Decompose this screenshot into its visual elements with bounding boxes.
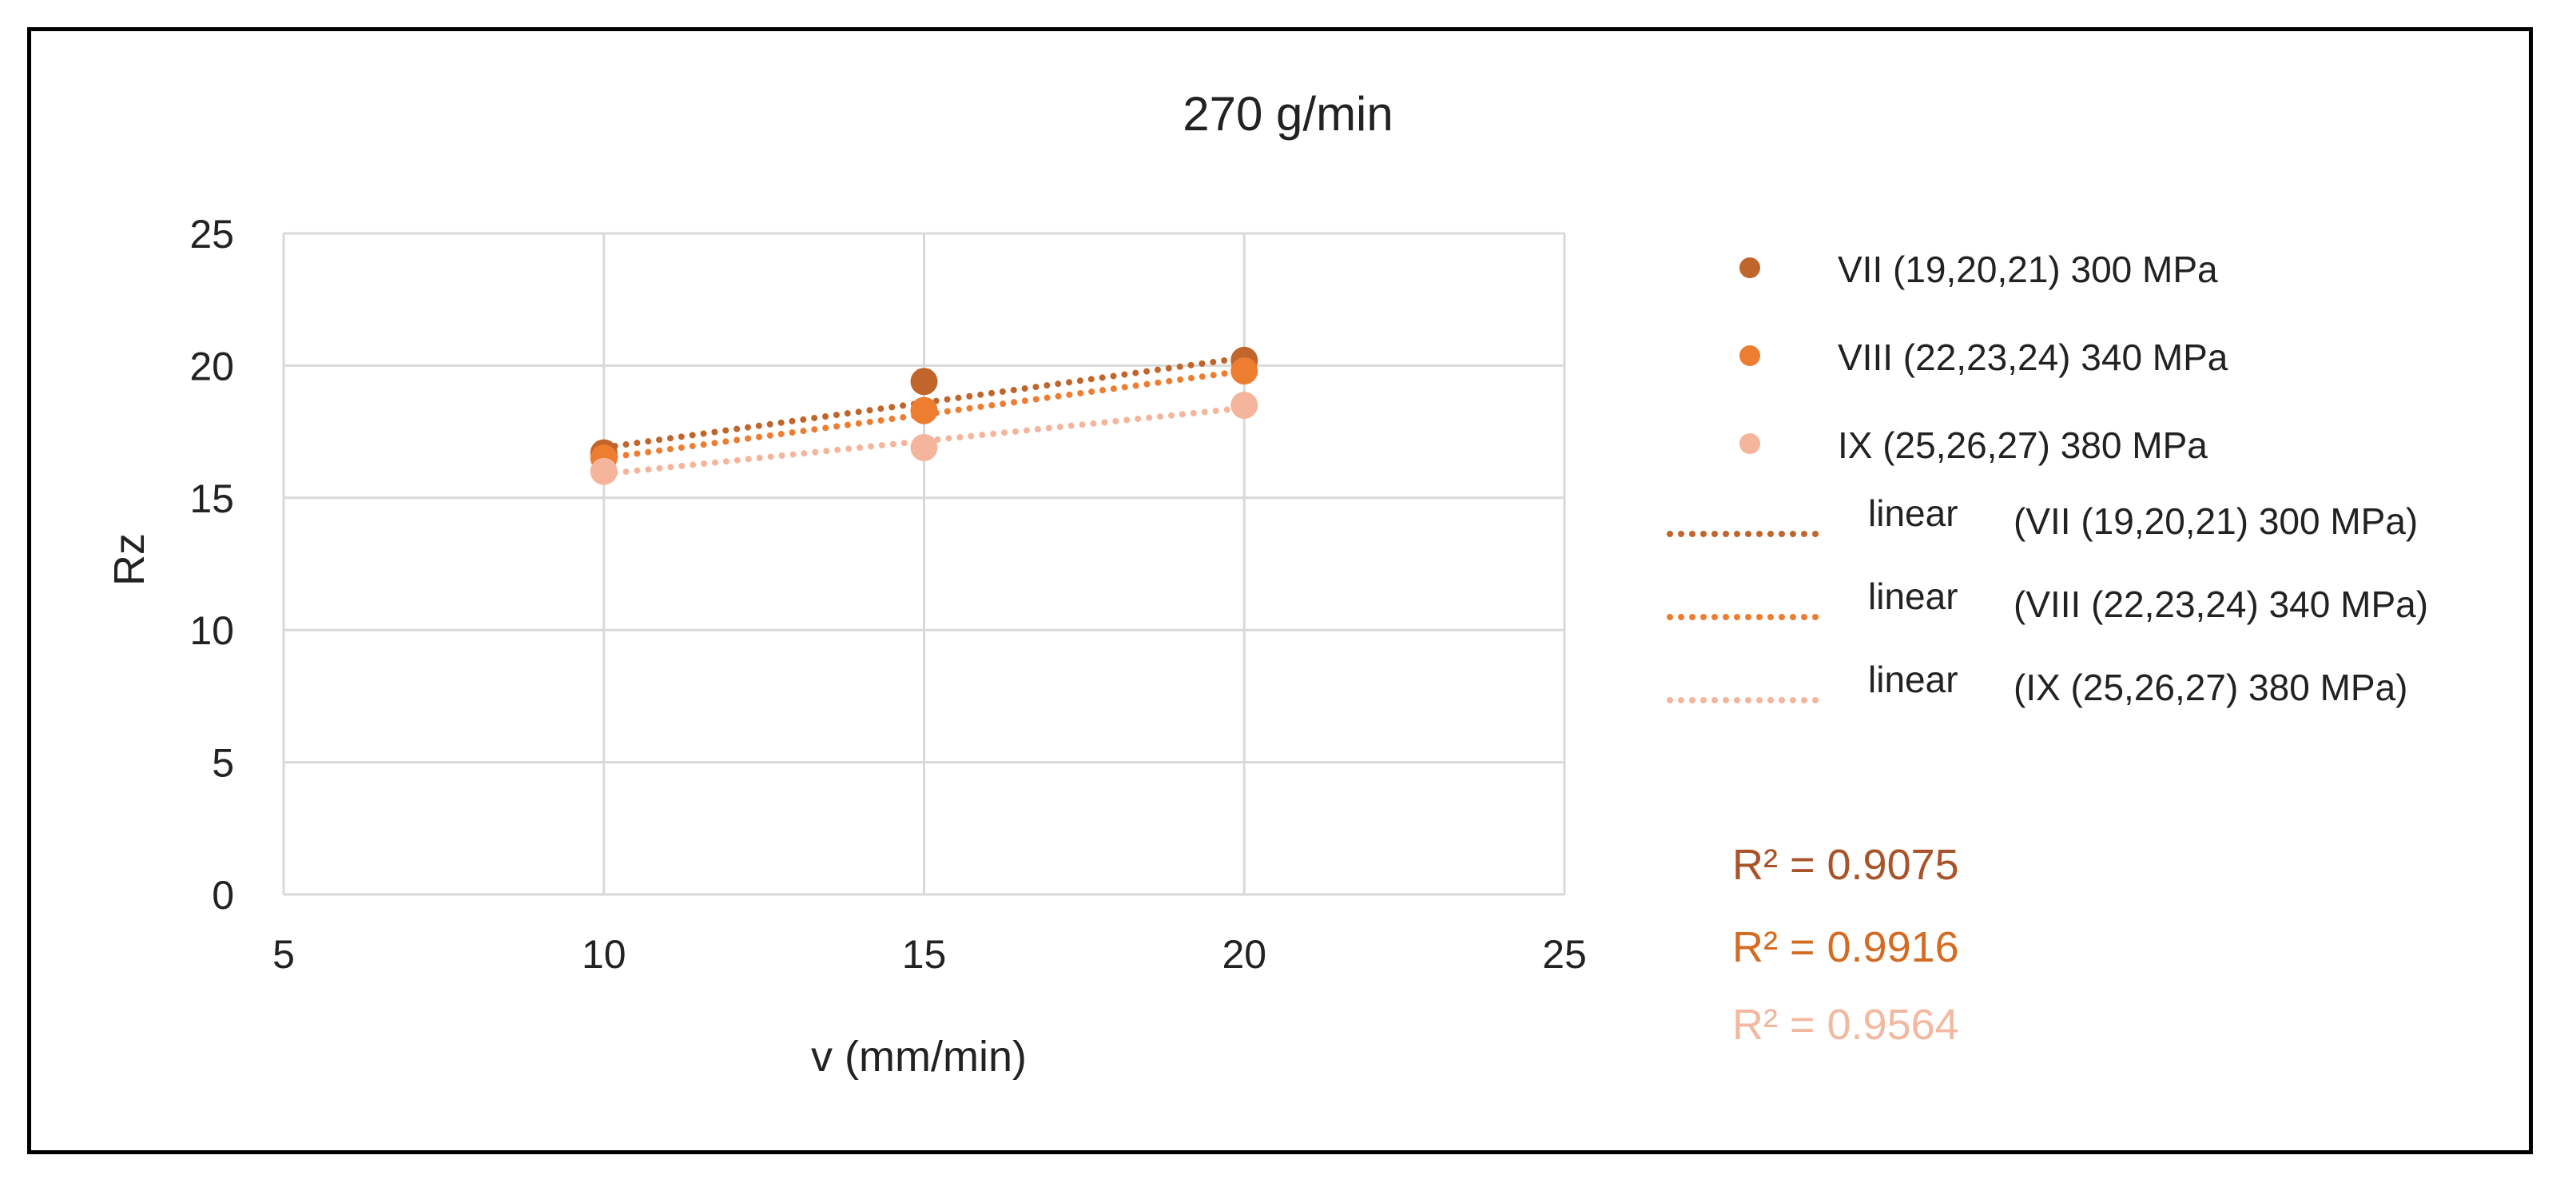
legend-marker [1739,433,1760,454]
legend-label: VIII (22,23,24) 340 MPa [1838,337,2228,378]
legend-label: VII (19,20,21) 300 MPa [1838,249,2218,290]
data-point-series-2 [1230,357,1258,385]
legend-trend-label: linear [1868,576,1958,617]
legend-label: IX (25,26,27) 380 MPa [1838,424,2208,466]
x-tick-label: 25 [1542,932,1587,977]
y-tick-label: 10 [189,608,234,653]
legend-trend-name: (VIII (22,23,24) 340 MPa) [2013,584,2428,625]
legend: VII (19,20,21) 300 MPa VIII (22,23,24) 34… [1667,249,2428,708]
data-points [590,346,1258,485]
data-point-series-3 [1230,392,1258,420]
x-tick-label: 5 [272,932,295,977]
x-tick-label: 10 [582,932,626,977]
y-tick-label: 5 [212,741,234,786]
chart-title: 270 g/min [1183,87,1393,141]
r-squared-label: R² = 0.9075 [1732,841,1959,889]
x-tick-label: 20 [1222,932,1266,977]
r-squared-label: R² = 0.9916 [1732,923,1959,971]
r2-annotations: R² = 0.9075 R² = 0.9916 R² = 0.9564 [1732,841,1959,1049]
legend-trend-label: linear [1868,659,1958,700]
legend-trend-label: linear [1868,492,1958,534]
y-axis-label: Rz [105,533,153,586]
r-squared-label: R² = 0.9564 [1732,1001,1959,1049]
x-tick-label: 15 [902,932,947,977]
grid [282,232,1566,896]
y-tick-label: 25 [189,212,234,257]
legend-marker [1739,345,1760,366]
y-tick-label: 0 [212,873,234,918]
y-tick-label: 20 [189,344,234,388]
data-point-series-3 [910,433,938,461]
chart-frame [27,27,2533,1154]
x-axis-label: v (mm/min) [811,1033,1027,1081]
data-point-series-2 [910,396,938,424]
y-tick-label: 15 [189,476,234,521]
data-point-series-3 [590,457,618,485]
legend-trend-name: (IX (25,26,27) 380 MPa) [2013,667,2407,708]
legend-trend-name: (VII (19,20,21) 300 MPa) [2013,500,2418,542]
data-point-series-1 [910,368,938,396]
legend-marker [1739,257,1760,278]
